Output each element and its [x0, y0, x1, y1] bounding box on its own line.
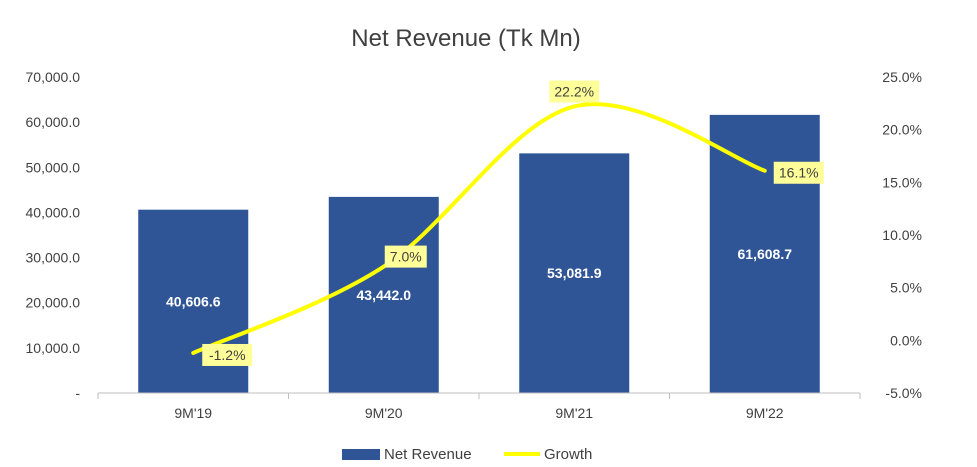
growth-label-box	[549, 80, 600, 103]
legend-label-net-revenue: Net Revenue	[384, 446, 472, 463]
growth-value-label: 22.2%	[554, 83, 594, 99]
growth-label-box	[773, 161, 824, 184]
bar	[519, 153, 630, 393]
bar-value-label: 43,442.0	[357, 287, 412, 303]
left-tick-label: 10,000.0	[26, 340, 81, 356]
line-series: -1.2% 7.0% 22.2% 16.1%	[191, 80, 824, 366]
left-tick-label: 20,000.0	[26, 295, 81, 311]
growth-label-box	[202, 343, 253, 366]
bar-value-label: 61,608.7	[738, 246, 793, 262]
right-axis: -5.0% 0.0% 5.0% 10.0% 15.0% 20.0% 25.0%	[882, 69, 922, 401]
x-tick-label: 9M'21	[555, 405, 593, 421]
bar	[709, 114, 820, 393]
growth-label-box	[384, 245, 427, 268]
right-tick-label: 15.0%	[882, 174, 922, 190]
x-axis: 9M'19 9M'20 9M'21 9M'22	[97, 393, 861, 421]
x-tick-label: 9M'19	[174, 405, 212, 421]
right-tick-label: 20.0%	[882, 122, 922, 138]
bar-series: 40,606.6 43,442.0 53,081.9 61,608.7	[138, 114, 820, 393]
right-tick-label: 0.0%	[890, 332, 922, 348]
legend-swatch-net-revenue	[342, 449, 380, 460]
growth-value-label: -1.2%	[209, 347, 246, 363]
right-tick-label: 25.0%	[882, 69, 922, 85]
legend: Net Revenue Growth	[342, 446, 592, 463]
legend-label-growth: Growth	[544, 446, 592, 463]
left-tick-label: 30,000.0	[26, 250, 81, 266]
growth-line	[191, 102, 767, 355]
left-tick-label: 50,000.0	[26, 159, 81, 175]
right-tick-label: 5.0%	[890, 280, 922, 296]
growth-value-label: 7.0%	[390, 249, 422, 265]
right-tick-label: 10.0%	[882, 227, 922, 243]
left-tick-label: 60,000.0	[26, 114, 81, 130]
x-tick-label: 9M'22	[746, 405, 784, 421]
x-tick-label: 9M'20	[365, 405, 403, 421]
left-tick-label: 70,000.0	[26, 69, 81, 85]
left-tick-label: -	[75, 385, 80, 401]
growth-value-label: 16.1%	[779, 165, 819, 181]
bar	[328, 196, 439, 393]
left-tick-label: 40,000.0	[26, 204, 81, 220]
bar-value-label: 53,081.9	[547, 265, 602, 281]
left-axis: - 10,000.0 20,000.0 30,000.0 40,000.0 50,000.…	[26, 69, 81, 401]
bar-value-label: 40,606.6	[166, 293, 221, 309]
right-tick-label: -5.0%	[885, 385, 922, 401]
chart-title: Net Revenue (Tk Mn)	[351, 25, 580, 52]
